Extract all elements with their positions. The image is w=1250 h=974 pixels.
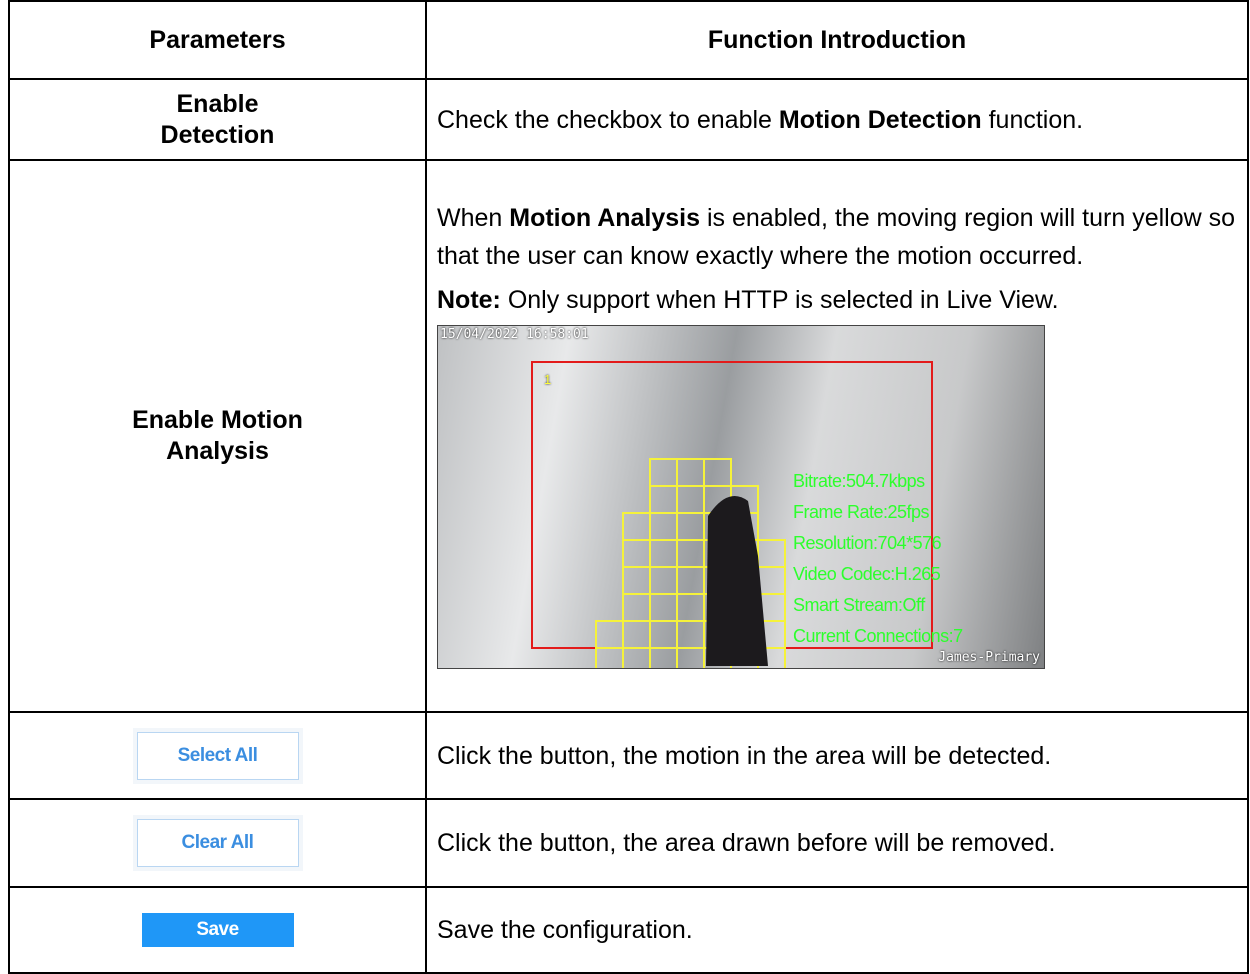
motion-cell	[676, 485, 705, 514]
stream-info-line: Video Codec:H.265	[793, 564, 941, 584]
motion-cell	[757, 539, 786, 568]
stream-info-line: Resolution:704*576	[793, 533, 942, 553]
motion-cell	[703, 458, 732, 487]
person	[706, 496, 768, 666]
camera-preview: 15/04/2022 16:58:01 1 Bitrate:504.7kbps F…	[437, 325, 1045, 669]
parameter-cell: Enable Motion Analysis	[8, 159, 427, 713]
description-cell: Click the button, the motion in the area…	[425, 711, 1249, 800]
stream-info-line: Bitrate:504.7kbps	[793, 471, 925, 491]
motion-cell	[676, 647, 705, 668]
select-all-button[interactable]: Select All	[136, 731, 299, 780]
motion-cell	[649, 539, 678, 568]
parameter-cell: Save	[8, 886, 427, 974]
description: Click the button, the area drawn before …	[437, 824, 1237, 862]
parameter-cell: Clear All	[8, 798, 427, 888]
motion-cell	[649, 485, 678, 514]
text: Check the checkbox to enable	[437, 105, 779, 134]
description-cell: Save the configuration.	[425, 886, 1249, 974]
bold-text: Motion Detection	[778, 105, 982, 134]
motion-cell	[649, 620, 678, 649]
description-cell: Click the button, the area drawn before …	[425, 798, 1249, 888]
motion-cell	[649, 647, 678, 668]
parameter-label: Enable Motion Analysis	[132, 406, 303, 465]
area-number: 1	[544, 372, 552, 387]
motion-cell	[649, 458, 678, 487]
header-cell: Parameters	[8, 0, 427, 80]
motion-cell	[622, 539, 651, 568]
clear-all-button[interactable]: Clear All	[136, 819, 299, 867]
motion-cell	[595, 647, 624, 668]
description: When Motion Analysis is enabled, the mov…	[437, 199, 1237, 275]
motion-cell	[649, 566, 678, 595]
motion-cell	[622, 647, 651, 668]
stream-info-line: Frame Rate:25fps	[793, 502, 930, 522]
motion-cell	[622, 566, 651, 595]
description-cell: When Motion Analysis is enabled, the mov…	[425, 159, 1249, 713]
camera-name: James-Primary	[938, 650, 1040, 665]
text: When	[437, 204, 510, 232]
text: Click the button, the area drawn before …	[437, 829, 1056, 857]
parameter-cell: Enable Detection	[8, 78, 427, 161]
motion-cell	[676, 458, 705, 487]
timestamp: 15/04/2022 16:58:01	[440, 327, 589, 342]
motion-cell	[622, 512, 651, 541]
parameter-label: Enable Detection	[160, 89, 275, 149]
motion-cell	[676, 512, 705, 541]
stream-info-line: Current Connections:7	[793, 626, 963, 646]
text: Click the button, the motion in the area…	[437, 741, 1052, 770]
description: Check the checkbox to enable Motion Dete…	[437, 101, 1237, 139]
text: Save the configuration.	[437, 916, 693, 944]
stream-info-line: Smart Stream:Off	[793, 595, 925, 615]
stream-info: Bitrate:504.7kbps Frame Rate:25fps Resolut…	[793, 466, 963, 652]
save-button[interactable]: Save	[141, 913, 294, 947]
motion-cell	[676, 539, 705, 568]
bold-text: Note:	[437, 286, 501, 314]
description-cell: Check the checkbox to enable Motion Dete…	[425, 78, 1249, 161]
note: Note: Only support when HTTP is selected…	[437, 281, 1237, 319]
description: Click the button, the motion in the area…	[437, 737, 1237, 775]
text: is enabled, the moving region will turn …	[437, 204, 1236, 270]
motion-cell	[676, 620, 705, 649]
description: Save the configuration.	[437, 911, 1237, 949]
motion-cell	[676, 593, 705, 622]
header-cell: Function Introduction	[425, 0, 1249, 80]
bold-text: Motion Analysis	[509, 204, 701, 232]
motion-overlay	[531, 361, 933, 668]
motion-cell	[595, 620, 624, 649]
motion-cell	[757, 566, 786, 595]
text: Only support when HTTP is selected in Li…	[500, 286, 1059, 314]
motion-cell	[622, 620, 651, 649]
parameter-table: Parameters Function Introduction Enable …	[8, 0, 1249, 974]
motion-cell	[622, 593, 651, 622]
motion-cell	[649, 593, 678, 622]
text: function.	[981, 105, 1084, 134]
motion-cell	[676, 566, 705, 595]
parameter-cell: Select All	[8, 711, 427, 800]
motion-cell	[649, 512, 678, 541]
